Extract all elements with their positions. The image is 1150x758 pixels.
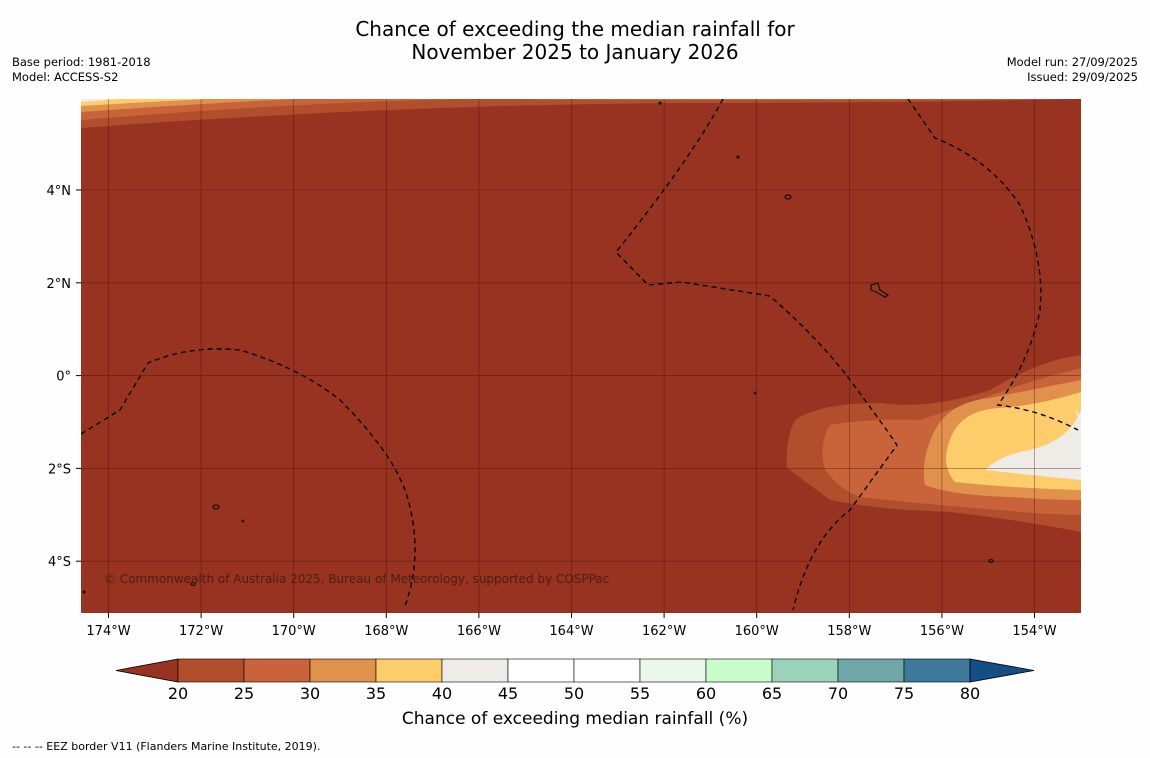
island-north-1: [736, 155, 740, 159]
x-tick-label: 156°W: [920, 624, 964, 639]
colorbar-segment: [177, 658, 245, 683]
colorbar-tick-label: 60: [695, 684, 717, 703]
colorbar-segment: [903, 658, 971, 683]
x-tick-label: 174°W: [86, 624, 130, 639]
map-background: [81, 99, 1081, 613]
colorbar-tick-label: 40: [431, 684, 453, 703]
colorbar-segment: [705, 658, 773, 683]
colorbar-tick-label: 70: [827, 684, 849, 703]
colorbar-tick-label: 20: [167, 684, 189, 703]
islands: [82, 101, 994, 594]
colorbar-segment: [243, 658, 311, 683]
y-tick-label: 2°N: [47, 277, 72, 292]
colorbar-tick-label: 45: [497, 684, 519, 703]
x-tick-label: 172°W: [179, 624, 223, 639]
island-east-1: [988, 558, 994, 564]
x-tick-label: 158°W: [827, 624, 871, 639]
gridlines: [81, 99, 1081, 613]
x-tick-label: 160°W: [735, 624, 779, 639]
colorbar-tick-label: 80: [959, 684, 981, 703]
north-contour-40: [81, 99, 207, 106]
title-line-2: November 2025 to January 2026: [411, 40, 739, 64]
colorbar-tick-label: 35: [365, 684, 387, 703]
island-kiritimati: [870, 282, 890, 298]
island-jarvis-north: [784, 194, 792, 200]
title-line-1: Chance of exceeding the median rainfall …: [355, 17, 795, 41]
colorbar-segment: [771, 658, 839, 683]
eez-border-east: [907, 99, 1079, 431]
colorbar-tick-label: 75: [893, 684, 915, 703]
chart-title: Chance of exceeding the median rainfall …: [0, 18, 1150, 64]
colorbar-title: Chance of exceeding median rainfall (%): [401, 709, 749, 729]
island-west-1: [212, 504, 220, 510]
colorbar-over-arrow: [969, 658, 1035, 683]
colorbar-tick-label: 65: [761, 684, 783, 703]
colorbar-tick-label: 55: [629, 684, 651, 703]
north-contour-45: [81, 99, 119, 102]
colorbar-tick-label: 25: [233, 684, 255, 703]
island-west-2: [190, 581, 196, 587]
x-tick-label: 168°W: [364, 624, 408, 639]
colorbar-segment: [441, 658, 509, 683]
island-west-3: [241, 519, 245, 523]
colorbar-segment: [507, 658, 575, 683]
colorbar-tick-label: 30: [299, 684, 321, 703]
x-tick-label: 164°W: [549, 624, 593, 639]
colorbar-segment: [375, 658, 443, 683]
meta-right: Model run: 27/09/2025 Issued: 29/09/2025: [1007, 55, 1138, 85]
colorbar-segment: [309, 658, 377, 683]
meta-left: Base period: 1981-2018 Model: ACCESS-S2: [12, 55, 151, 85]
colorbar-segment: [573, 658, 641, 683]
north-contour-25: [81, 99, 1081, 128]
y-tick-label: 4°S: [48, 555, 71, 570]
colorbar: [115, 658, 1035, 683]
eez-border-central: [615, 99, 898, 611]
island-north-2: [658, 101, 662, 105]
east-contour-45b: [1075, 408, 1081, 430]
colorbar-under-arrow: [115, 658, 179, 683]
y-tick-label: 4°N: [47, 184, 72, 199]
x-tick-label: 166°W: [457, 624, 501, 639]
island-edge: [82, 590, 86, 594]
eez-borders: [81, 99, 1079, 611]
copyright-text: © Commonwealth of Australia 2025, Bureau…: [104, 572, 609, 586]
eez-border-west: [81, 348, 416, 607]
y-axis-ticks: 4°N 2°N 0° 2°S 4°S: [47, 184, 81, 570]
map-area: © Commonwealth of Australia 2025, Bureau…: [81, 99, 1081, 613]
colorbar-tick-label: 50: [563, 684, 585, 703]
base-period: Base period: 1981-2018: [12, 55, 151, 69]
x-tick-label: 154°W: [1012, 624, 1056, 639]
colorbar-segment: [639, 658, 707, 683]
y-tick-label: 0°: [56, 370, 71, 385]
issued-date: Issued: 29/09/2025: [1027, 70, 1138, 84]
model-run: Model run: 27/09/2025: [1006, 55, 1138, 69]
x-tick-label: 170°W: [272, 624, 316, 639]
colorbar-segment: [837, 658, 905, 683]
model-name: Model: ACCESS-S2: [12, 70, 119, 84]
island-jarvis: [753, 391, 757, 395]
x-tick-label: 162°W: [642, 624, 686, 639]
y-tick-label: 2°S: [48, 462, 71, 477]
x-axis-ticks: 174°W 172°W 170°W 168°W 166°W 164°W 162°W 160°W…: [86, 613, 1057, 639]
east-contour-45: [985, 410, 1081, 480]
eez-footnote: -- -- -- EEZ border V11 (Flanders Marine…: [12, 740, 321, 753]
